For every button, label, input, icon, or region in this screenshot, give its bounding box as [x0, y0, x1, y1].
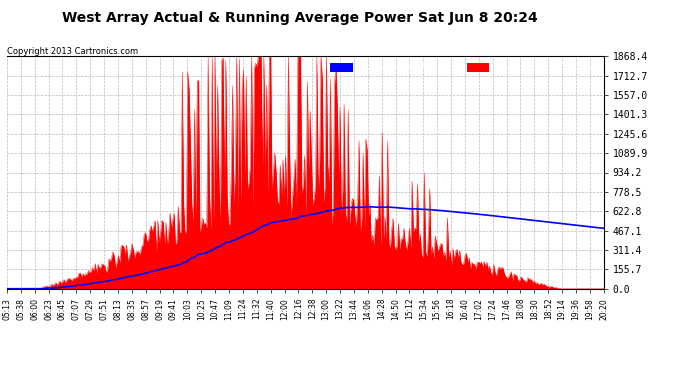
Text: Copyright 2013 Cartronics.com: Copyright 2013 Cartronics.com — [7, 47, 138, 56]
Text: West Array Actual & Running Average Power Sat Jun 8 20:24: West Array Actual & Running Average Powe… — [62, 11, 538, 25]
Legend: Average (DC Watts), West Array (DC Watts): Average (DC Watts), West Array (DC Watts… — [328, 61, 599, 74]
